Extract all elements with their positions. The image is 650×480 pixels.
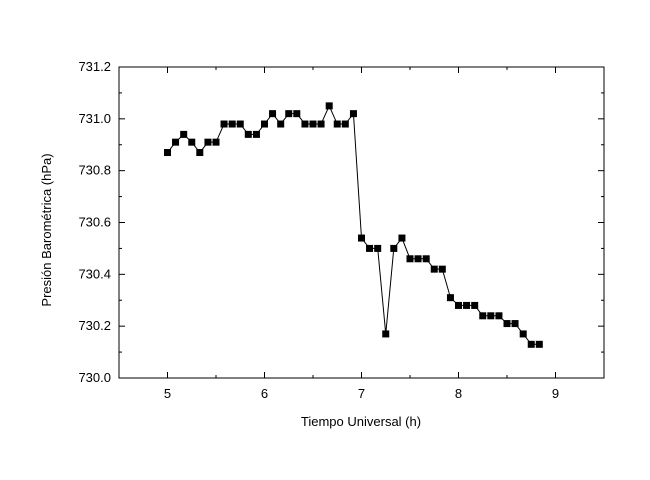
- y-tick-label: 730.4: [78, 266, 111, 281]
- data-point: [325, 102, 333, 110]
- data-point: [398, 234, 406, 242]
- data-point: [479, 312, 487, 320]
- data-point: [188, 138, 196, 146]
- data-point: [495, 312, 503, 320]
- y-axis-label: Presión Barométrica (hPa): [39, 153, 54, 306]
- data-point: [212, 138, 220, 146]
- data-point: [390, 244, 398, 252]
- y-tick-label: 730.8: [78, 163, 111, 178]
- x-tick-label: 7: [358, 386, 365, 401]
- y-tick-label: 730.2: [78, 318, 111, 333]
- data-point: [172, 138, 180, 146]
- data-point: [349, 110, 357, 118]
- data-point: [430, 265, 438, 273]
- x-axis-label: Tiempo Universal (h): [301, 414, 421, 429]
- data-point: [366, 244, 374, 252]
- data-point: [164, 149, 171, 157]
- data-point: [196, 149, 204, 157]
- y-tick-label: 730.6: [78, 215, 111, 230]
- data-point: [228, 120, 236, 128]
- data-point: [527, 340, 535, 348]
- data-point: [463, 301, 471, 309]
- y-tick-label: 730.0: [78, 370, 111, 385]
- data-point: [487, 312, 495, 320]
- data-point: [180, 130, 188, 138]
- data-point: [414, 255, 422, 263]
- data-point: [204, 138, 212, 146]
- data-point: [535, 340, 543, 348]
- data-point: [293, 110, 301, 118]
- data-point: [455, 301, 462, 309]
- data-point: [269, 110, 277, 118]
- series-line: [167, 104, 540, 345]
- data-point: [446, 294, 454, 302]
- data-point: [382, 330, 390, 338]
- data-point: [511, 320, 519, 328]
- x-tick-label: 8: [455, 386, 462, 401]
- data-point: [277, 120, 285, 128]
- data-point: [519, 330, 527, 338]
- y-tick-label: 731.0: [78, 111, 111, 126]
- data-point: [285, 110, 293, 118]
- data-point: [333, 120, 341, 128]
- tick-labels: 5 6 7 8 9 730.0 730.2 730.4 730.6 730.8 731.0 731.2: [78, 59, 559, 401]
- data-point: [422, 255, 430, 263]
- data-point: [261, 120, 268, 128]
- data-point: [358, 234, 365, 242]
- plot-frame: [118, 66, 605, 379]
- x-tick-label: 6: [261, 386, 268, 401]
- data-point: [406, 255, 414, 263]
- series-layer: [164, 102, 543, 348]
- data-point: [438, 265, 446, 273]
- data-point: [317, 120, 325, 128]
- data-point: [301, 120, 309, 128]
- data-point: [220, 120, 228, 128]
- data-point: [471, 301, 479, 309]
- y-tick-label: 731.2: [78, 59, 111, 74]
- data-point: [503, 320, 511, 328]
- data-point: [374, 244, 382, 252]
- data-point: [341, 120, 349, 128]
- data-point: [244, 130, 252, 138]
- axis-ticks: [118, 66, 605, 379]
- data-point: [252, 130, 260, 138]
- x-tick-label: 5: [164, 386, 171, 401]
- data-point: [309, 120, 317, 128]
- x-tick-label: 9: [552, 386, 559, 401]
- data-point: [236, 120, 244, 128]
